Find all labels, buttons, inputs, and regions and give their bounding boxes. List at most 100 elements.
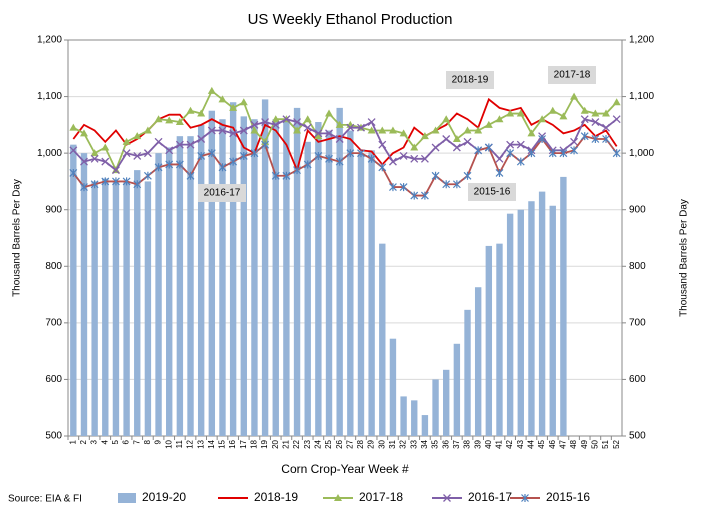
marker — [410, 191, 419, 200]
x-tick-label: 22 — [292, 439, 301, 448]
annotation: 2017-18 — [554, 70, 591, 81]
annotation: 2016-17 — [204, 188, 241, 199]
marker — [218, 95, 227, 103]
x-tick-label: 1 — [68, 439, 77, 444]
marker — [591, 135, 600, 143]
marker — [463, 126, 472, 134]
bar — [315, 122, 322, 437]
x-tick-label: 43 — [516, 439, 525, 448]
marker — [90, 180, 99, 189]
bar — [347, 130, 354, 436]
marker — [495, 154, 504, 163]
x-tick-label: 7 — [132, 439, 141, 444]
x-tick-label: 48 — [569, 439, 578, 448]
marker — [538, 115, 547, 123]
line-series — [72, 97, 618, 173]
marker — [346, 149, 355, 158]
marker — [175, 140, 184, 149]
x-tick-label: 18 — [250, 439, 259, 448]
line-series — [72, 118, 618, 172]
bar — [240, 116, 247, 436]
marker — [410, 154, 419, 163]
marker — [197, 135, 206, 143]
marker — [69, 146, 78, 155]
marker — [527, 129, 536, 137]
marker — [90, 149, 99, 157]
x-tick-label: 9 — [154, 439, 163, 444]
marker — [282, 171, 291, 180]
x-tick-label: 45 — [537, 439, 546, 448]
bar — [379, 243, 386, 436]
marker — [506, 109, 515, 117]
marker — [527, 149, 536, 158]
x-tick-label: 13 — [196, 439, 205, 448]
marker — [521, 494, 529, 502]
marker — [186, 140, 195, 149]
x-tick-label: 4 — [100, 439, 109, 444]
marker — [538, 135, 547, 143]
marker — [591, 118, 600, 126]
bar — [251, 119, 258, 436]
x-tick-label: 50 — [590, 439, 599, 448]
bar — [506, 213, 514, 436]
marker — [484, 120, 493, 128]
marker — [367, 118, 376, 126]
bar — [549, 205, 556, 436]
marker — [548, 106, 557, 114]
bar — [485, 245, 493, 436]
y2-tick-label: 1,000 — [629, 148, 654, 159]
bar — [112, 181, 120, 436]
marker — [143, 149, 152, 158]
x-tick-label: 52 — [612, 439, 621, 448]
bar — [70, 144, 77, 436]
bar — [283, 119, 290, 436]
legend-label: 2015-16 — [546, 490, 590, 504]
marker — [602, 135, 610, 143]
marker — [335, 157, 344, 166]
marker — [250, 126, 259, 134]
x-tick-label: 14 — [207, 439, 216, 448]
x-tick-label: 37 — [452, 439, 461, 448]
marker — [175, 160, 184, 169]
marker — [293, 126, 302, 134]
marker — [442, 135, 451, 143]
x-tick-label: 10 — [164, 439, 173, 448]
bar — [411, 400, 418, 436]
marker — [559, 149, 568, 158]
marker — [80, 157, 88, 166]
marker — [154, 115, 163, 123]
x-tick-label: 32 — [399, 439, 408, 448]
marker — [90, 154, 99, 163]
marker — [506, 149, 515, 158]
marker — [335, 135, 344, 143]
x-tick-label: 44 — [527, 439, 536, 448]
y2-tick-label: 700 — [629, 317, 646, 328]
x-tick-label: 33 — [409, 439, 418, 448]
bar — [134, 170, 141, 436]
y-tick-label: 800 — [45, 261, 62, 272]
x-tick-label: 26 — [335, 439, 344, 448]
legend-label: 2017-18 — [359, 490, 403, 504]
marker — [165, 146, 174, 155]
bar — [155, 153, 162, 436]
marker — [197, 109, 206, 117]
x-tick-label: 31 — [388, 439, 397, 448]
bar — [336, 107, 343, 436]
x-tick-label: 25 — [324, 439, 333, 448]
marker — [591, 109, 600, 117]
annotation-box — [548, 66, 596, 84]
marker — [112, 177, 120, 186]
bar — [208, 110, 216, 436]
bar — [91, 181, 98, 436]
marker — [367, 126, 376, 134]
bar — [421, 415, 429, 436]
marker — [388, 126, 397, 134]
marker — [367, 154, 376, 163]
x-tick-label: 36 — [441, 439, 450, 448]
bar — [517, 209, 524, 436]
x-tick-label: 16 — [228, 439, 237, 448]
marker — [80, 183, 88, 192]
marker — [506, 140, 515, 149]
y-tick-label: 600 — [45, 374, 62, 385]
marker — [111, 166, 120, 175]
